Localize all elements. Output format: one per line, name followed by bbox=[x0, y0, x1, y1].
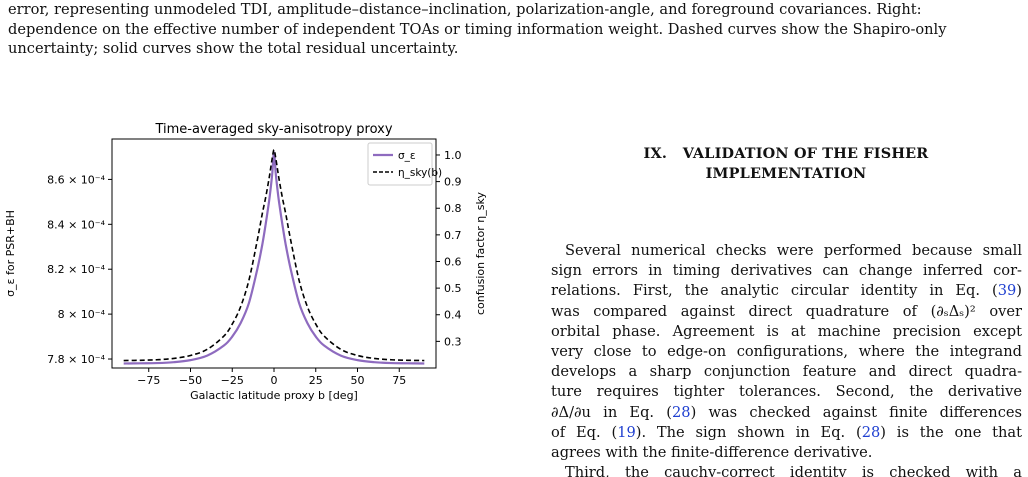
body-line: agrees with the finite-difference deriva… bbox=[551, 443, 1022, 463]
equation-ref-link[interactable]: 28 bbox=[861, 423, 881, 441]
section-heading-line1: IX. VALIDATION OF THE FISHER bbox=[566, 144, 1006, 164]
right-y-tick-label: 0.4 bbox=[444, 309, 462, 322]
body-line: Third, the cauchy-correct identity is ch… bbox=[551, 463, 1022, 477]
caption-line: dependence on the effective number of in… bbox=[8, 20, 947, 38]
right-y-tick-label: 0.5 bbox=[444, 282, 462, 295]
body-text-span: relations. First, the analytic circular … bbox=[551, 282, 998, 300]
legend-label-sigma: σ_ε bbox=[398, 150, 416, 162]
x-tick-label: 75 bbox=[392, 374, 406, 387]
body-line: was compared against direct quadrature o… bbox=[551, 302, 1022, 322]
body-paragraph: Several numerical checks were performed … bbox=[551, 241, 1022, 477]
series-sigma-line bbox=[123, 151, 425, 365]
right-y-tick-label: 0.9 bbox=[444, 176, 462, 189]
body-line: ture requires tighter tolerances. Second… bbox=[551, 382, 1022, 402]
x-tick-label: 25 bbox=[309, 374, 323, 387]
figure-caption: error, representing unmodeled TDI, ampli… bbox=[8, 0, 1020, 59]
body-text-span: ). The sign shown in Eq. ( bbox=[635, 423, 862, 441]
legend-label-eta: η_sky(b) bbox=[398, 167, 442, 179]
caption-line: error, representing unmodeled TDI, ampli… bbox=[8, 1, 922, 18]
body-line: ∂Δ/∂u in Eq. (28) was checked against fi… bbox=[551, 403, 1022, 423]
body-text-span: ) was checked against finite differences bbox=[690, 403, 1022, 421]
x-axis-label: Galactic latitude proxy b [deg] bbox=[190, 389, 358, 402]
body-text-span: develops a sharp conjunction feature and… bbox=[551, 363, 1022, 381]
body-text-span: sign errors in timing derivatives can ch… bbox=[551, 262, 1022, 280]
body-text-span: was compared against direct quadrature o… bbox=[551, 302, 1022, 320]
right-y-tick-label: 0.3 bbox=[444, 335, 462, 348]
right-y-tick-label: 0.6 bbox=[444, 255, 462, 268]
body-line: very close to edge-on configurations, wh… bbox=[551, 342, 1022, 362]
body-text-span: ) bbox=[1016, 282, 1022, 300]
left-y-tick-label: 8 × 10⁻⁴ bbox=[58, 308, 106, 321]
body-line: sign errors in timing derivatives can ch… bbox=[551, 261, 1022, 281]
body-text-span: agrees with the finite-difference deriva… bbox=[551, 444, 873, 462]
equation-ref-link[interactable]: 39 bbox=[997, 282, 1017, 300]
x-tick-label: −25 bbox=[221, 374, 244, 387]
left-y-tick-label: 8.2 × 10⁻⁴ bbox=[47, 263, 106, 276]
right-y-tick-label: 0.8 bbox=[444, 202, 462, 215]
body-text-span: of Eq. ( bbox=[551, 423, 618, 441]
left-y-tick-label: 8.6 × 10⁻⁴ bbox=[47, 173, 106, 186]
body-text-span: orbital phase. Agreement is at machine p… bbox=[551, 322, 1022, 340]
legend-box bbox=[367, 142, 433, 186]
section-heading: IX. VALIDATION OF THE FISHER IMPLEMENTAT… bbox=[566, 144, 1006, 184]
body-line: relations. First, the analytic circular … bbox=[551, 281, 1022, 301]
section-title-line1: VALIDATION OF THE FISHER bbox=[682, 145, 929, 162]
left-y-axis-label: σ_ε for PSR+BH bbox=[4, 210, 17, 297]
body-text-span: Third, the cauchy-correct identity is ch… bbox=[565, 464, 1022, 477]
body-text-span: very close to edge-on configurations, wh… bbox=[551, 343, 1022, 361]
right-y-axis-label: confusion factor η_sky bbox=[474, 192, 487, 315]
right-y-tick-label: 0.7 bbox=[444, 229, 462, 242]
chart-svg: Time-averaged sky-anisotropy proxy −75 −50… bbox=[4, 122, 487, 402]
equation-ref-link[interactable]: 19 bbox=[617, 423, 636, 441]
equation-ref-link[interactable]: 28 bbox=[671, 403, 691, 421]
left-y-tick-label: 8.4 × 10⁻⁴ bbox=[47, 218, 106, 231]
body-text-span: ture requires tighter tolerances. Second… bbox=[551, 383, 1022, 401]
figure-sky-anisotropy: Time-averaged sky-anisotropy proxy −75 −50… bbox=[0, 112, 510, 442]
x-tick-label: −50 bbox=[179, 374, 202, 387]
body-text-span: Several numerical checks were performed … bbox=[565, 242, 1022, 259]
body-line: of Eq. (19). The sign shown in Eq. (28) … bbox=[551, 423, 1022, 443]
x-tick-label: 0 bbox=[271, 374, 278, 387]
caption-line: uncertainty; solid curves show the total… bbox=[8, 40, 459, 57]
right-y-tick-label: 1.0 bbox=[444, 149, 462, 162]
body-text-span: ∂Δ/∂u in Eq. ( bbox=[551, 403, 672, 421]
x-tick-label: −75 bbox=[137, 374, 160, 387]
x-tick-label: 50 bbox=[351, 374, 365, 387]
body-line: orbital phase. Agreement is at machine p… bbox=[551, 322, 1022, 342]
body-line: Several numerical checks were performed … bbox=[551, 241, 1022, 261]
body-line: develops a sharp conjunction feature and… bbox=[551, 362, 1022, 382]
chart-title: Time-averaged sky-anisotropy proxy bbox=[154, 122, 392, 137]
series-eta-line bbox=[123, 148, 425, 362]
left-y-tick-label: 7.8 × 10⁻⁴ bbox=[47, 353, 106, 366]
section-number: IX. bbox=[643, 145, 668, 162]
body-text-span: ) is the one that bbox=[880, 423, 1022, 441]
section-title-line2: IMPLEMENTATION bbox=[705, 165, 867, 182]
